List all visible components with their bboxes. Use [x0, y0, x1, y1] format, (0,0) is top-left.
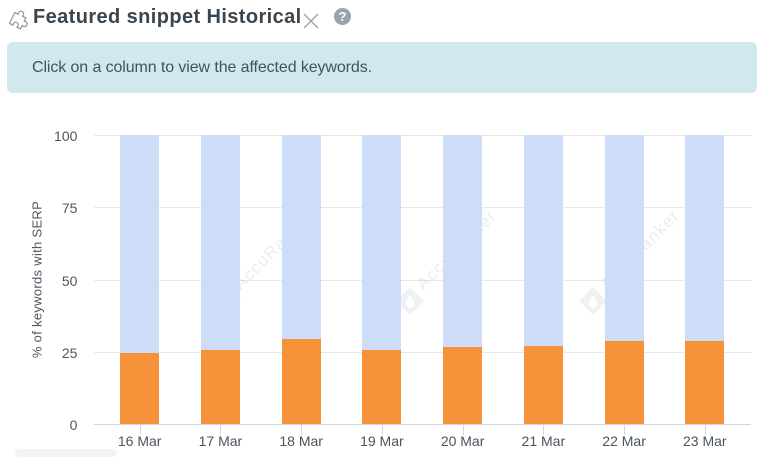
y-gridline — [94, 207, 752, 209]
x-axis-tick-label: 22 Mar — [602, 433, 646, 450]
column-23-mar[interactable] — [685, 135, 725, 425]
y-axis-tick-label: 0 — [69, 417, 78, 434]
bar-segment-orange — [443, 346, 483, 425]
y-gridline — [94, 351, 752, 353]
column-16-mar[interactable] — [120, 135, 160, 425]
bar-segment-blue — [120, 135, 160, 353]
column-19-mar[interactable] — [362, 135, 402, 425]
info-banner-text: Click on a column to view the affected k… — [32, 59, 372, 76]
x-axis-tick-label: 20 Mar — [440, 433, 485, 450]
bar-segment-orange — [362, 350, 402, 425]
x-axis-tick — [220, 424, 222, 435]
bar-segment-blue — [281, 135, 321, 340]
x-axis-tick-label: 21 Mar — [521, 433, 566, 450]
bar-segment-orange — [604, 341, 644, 425]
y-axis-tick-label: 50 — [61, 272, 78, 289]
info-banner: Click on a column to view the affected k… — [7, 42, 757, 93]
widget-header: Featured snippet Historical ? — [0, 0, 768, 42]
x-axis-tick-label: 19 Mar — [360, 433, 404, 450]
y-axis-tick-label: 100 — [54, 127, 78, 144]
y-axis-title: % of keywords with SERP — [29, 200, 44, 359]
x-axis-tick — [543, 424, 545, 435]
column-22-mar[interactable] — [604, 135, 644, 425]
bar-segment-blue — [604, 135, 644, 342]
y-gridline — [94, 279, 752, 281]
widget-title: Featured snippet Historical — [33, 6, 302, 28]
x-axis-tick — [462, 424, 464, 435]
x-axis-tick-label: 23 Mar — [683, 433, 727, 450]
y-axis-tick-label: 25 — [61, 344, 78, 361]
puzzle-piece-icon — [8, 10, 28, 30]
bar-segment-blue — [685, 135, 725, 342]
x-axis-tick — [704, 424, 706, 435]
chart-area: 0 25 50 75 100% of keywords with SERP AccuRa… — [0, 93, 768, 459]
x-axis-tick — [624, 424, 626, 435]
bar-segment-orange — [200, 350, 240, 425]
bar-segment-orange — [685, 341, 725, 425]
x-axis-tick — [381, 424, 383, 435]
bar-segment-blue — [443, 135, 483, 347]
bar-segment-orange — [281, 339, 321, 425]
column-17-mar[interactable] — [200, 135, 240, 425]
bar-segment-orange — [523, 346, 563, 425]
x-axis-tick-label: 16 Mar — [117, 433, 162, 450]
x-axis-tick-label: 18 Mar — [279, 433, 323, 450]
column-21-mar[interactable] — [523, 135, 563, 425]
x-axis-tick — [301, 424, 303, 435]
bar-segment-blue — [200, 135, 240, 351]
question-mark-icon[interactable]: ? — [334, 8, 351, 25]
y-axis-tick-label: 75 — [61, 200, 78, 217]
x-axis-tick — [139, 424, 141, 435]
bar-segment-orange — [120, 352, 160, 425]
horizontal-scrollbar-thumb[interactable] — [15, 449, 117, 457]
column-20-mar[interactable] — [443, 135, 483, 425]
bar-segment-blue — [523, 135, 563, 347]
close-icon[interactable] — [303, 13, 319, 29]
bar-segment-blue — [362, 135, 402, 351]
x-axis-line — [94, 424, 752, 425]
y-gridline — [94, 134, 752, 136]
x-axis-tick-label: 17 Mar — [198, 433, 243, 450]
column-18-mar[interactable] — [281, 135, 321, 425]
